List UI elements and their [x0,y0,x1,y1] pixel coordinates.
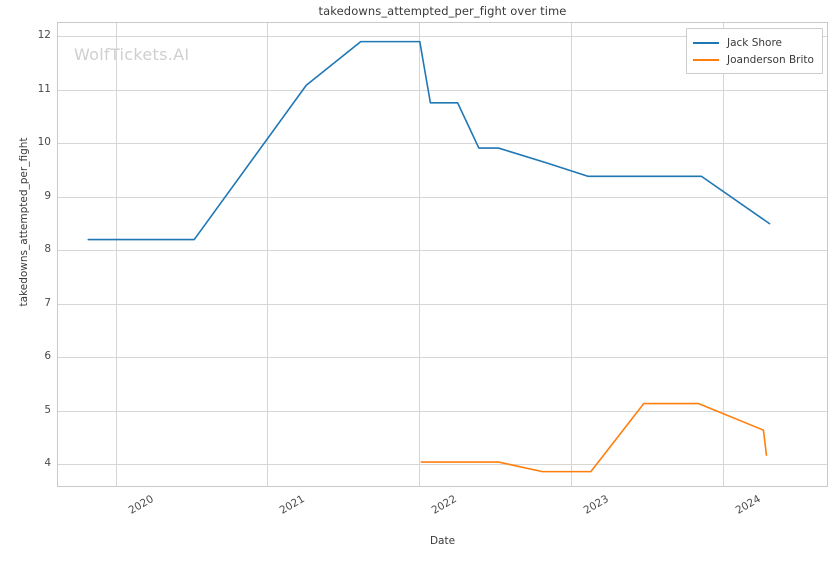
gridline-vertical [419,23,421,486]
legend-item[interactable]: Joanderson Brito [693,51,814,68]
y-axis-label: takedowns_attempted_per_fight [18,137,30,307]
x-axis-label: Date [429,535,456,547]
y-axis-tick-label: 9 [44,189,51,202]
y-axis-tick-label: 12 [37,29,51,42]
legend-swatch-jack-shore [693,41,719,44]
gridline-vertical [722,23,724,486]
gridline-horizontal [58,410,827,412]
gridline-vertical [267,23,269,486]
chart-title: takedowns_attempted_per_fight over time [318,4,567,18]
x-axis-tick-label: 2021 [278,493,308,517]
x-axis-tick-label: 2024 [733,493,763,517]
gridline-horizontal [58,463,827,465]
series-lines [87,40,771,473]
x-axis-tick-label: 2020 [126,493,156,517]
legend-label-jack-shore: Jack Shore [727,36,783,49]
y-axis-tick-labels: 4 5 6 7 8 9 10 11 12 [8,22,51,487]
legend-swatch-joanderson-brito [693,58,719,61]
gridline-horizontal [58,143,827,145]
series-line [420,402,768,473]
legend-label-joanderson-brito: Joanderson Brito [727,53,814,66]
chart-legend: Jack Shore Joanderson Brito [686,28,823,74]
gridline-horizontal [58,196,827,198]
gridline-horizontal [58,303,827,305]
gridline-horizontal [58,357,827,359]
legend-item[interactable]: Jack Shore [693,34,814,51]
gridline-horizontal [58,36,827,38]
gridline-vertical [115,23,117,486]
y-axis-tick-label: 5 [44,403,51,416]
y-axis-tick-label: 7 [44,296,51,309]
y-axis-tick-label: 8 [44,243,51,256]
gridline-horizontal [58,89,827,91]
series-line [87,40,771,241]
gridline-vertical [570,23,572,486]
x-axis-tick-label: 2022 [429,493,459,517]
x-axis-tick-label: 2023 [581,493,611,517]
y-axis-tick-label: 6 [44,350,51,363]
gridline-horizontal [58,250,827,252]
y-axis-tick-label: 10 [37,136,51,149]
x-axis-tick-labels: 2020 2021 2022 2023 2024 [57,487,828,537]
plot-area: WolfTickets.AI [57,22,828,487]
y-axis-tick-label: 4 [44,456,51,469]
y-axis-tick-label: 11 [37,82,51,95]
